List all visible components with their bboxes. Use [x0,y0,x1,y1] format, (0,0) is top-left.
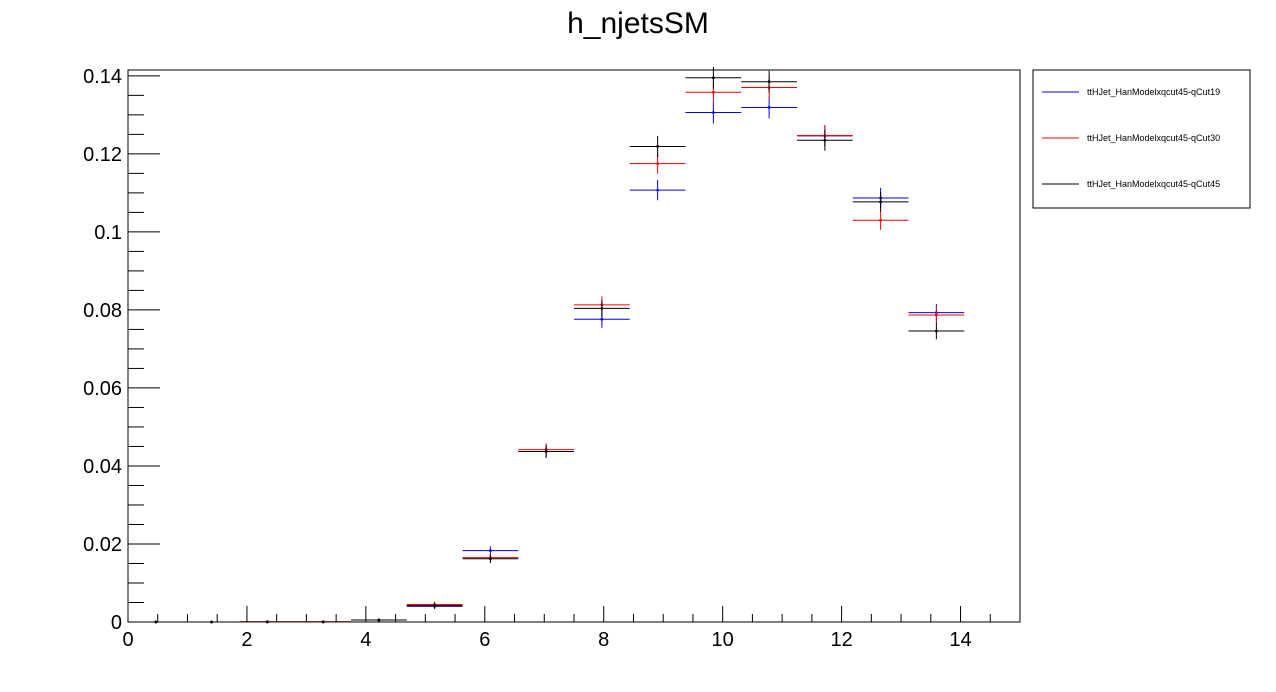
data-marks [128,66,965,624]
data-point [544,450,548,453]
legend-label: ttHJet_HanModelxqcut45-qCut45 [1087,179,1220,189]
x-tick-label: 12 [830,629,852,651]
chart-title: h_njetsSM [567,7,709,40]
y-tick-label: 0.06 [83,378,122,400]
legend-box [1032,69,1251,209]
y-axis: 0 0.02 0.04 0.06 0.08 0.1 0.12 0.14 [83,66,160,634]
series-2 [128,76,965,624]
data-point [711,76,715,80]
x-tick-label: 2 [241,629,252,651]
data-point [767,80,771,84]
data-point [600,306,604,310]
data-point [210,620,214,624]
x-tick-label: 10 [712,629,734,651]
data-point [656,162,660,166]
data-point [934,313,938,317]
data-point [656,145,660,148]
data-point [488,549,492,553]
data-point [823,138,827,142]
x-tick-label: 8 [598,629,609,651]
y-tick-label: 0.02 [83,534,122,556]
data-point [656,188,660,192]
legend-label: ttHJet_HanModelxqcut45-qCut30 [1087,133,1220,143]
legend: ttHJet_HanModelxqcut45-qCut19 ttHJet_HanM… [1032,69,1251,209]
y-tick-label: 0.04 [83,456,122,478]
x-axis: 0 2 4 6 8 10 12 14 [122,606,1021,651]
data-point [934,329,938,333]
data-point [879,218,883,222]
legend-label: ttHJet_HanModelxqcut45-qCut19 [1087,87,1220,97]
data-point [711,111,715,114]
y-tick-label: 0.12 [83,144,122,166]
data-point [767,106,771,109]
data-point [488,557,492,561]
x-tick-label: 14 [949,629,971,651]
series-1 [128,96,965,624]
y-tick-label: 0.14 [83,66,122,88]
x-tick-label: 0 [122,629,133,651]
data-point [600,317,604,321]
y-tick-label: 0.08 [83,300,122,322]
y-tick-label: 0.1 [94,222,122,244]
y-tick-label: 0 [111,612,122,634]
data-point [711,90,715,94]
plot-area [127,69,1021,623]
data-point [377,618,381,622]
data-point [265,620,269,624]
series-3 [128,66,965,624]
data-point [154,620,158,624]
data-point [433,604,437,608]
x-tick-label: 6 [479,629,490,651]
data-point [879,200,883,204]
data-point [321,620,325,624]
x-tick-label: 4 [360,629,371,651]
plot-frame [127,69,1021,623]
